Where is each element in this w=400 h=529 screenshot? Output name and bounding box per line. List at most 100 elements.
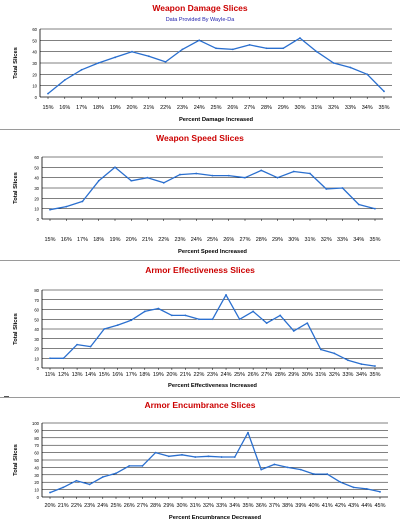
chart-1-x-tick-label: 26% [227, 105, 238, 111]
credit-text: Data Provided By WayIe-Da [166, 17, 236, 23]
chart-4-x-tick-label: 29% [163, 503, 174, 509]
chart-2-x-tick-label: 25% [207, 237, 218, 243]
chart-4-data-point [207, 455, 210, 458]
chart-3-x-tick-label: 33% [342, 372, 353, 378]
chart-1-data-point [164, 60, 167, 63]
chart-4-y-axis-label: Total Slices [13, 444, 19, 476]
chart-4-data-point [273, 463, 276, 466]
chart-1-data-point [231, 48, 234, 51]
chart-2-x-tick-label: 27% [239, 237, 250, 243]
chart-1-x-tick-label: 18% [93, 105, 104, 111]
chart-2-x-tick-label: 15% [44, 237, 55, 243]
chart-2-data-point [179, 173, 181, 176]
chart-1-data-point [63, 79, 66, 81]
chart-2-data-point [276, 176, 279, 179]
chart-2-data-point [227, 174, 230, 177]
chart-1-data-point [282, 47, 285, 50]
chart-4-x-tick-label: 40% [308, 503, 319, 509]
chart-3-y-tick-label: 60 [34, 308, 39, 313]
chart-2-x-tick-label: 22% [158, 237, 169, 243]
chart-4-y-tick-label: 40 [34, 465, 39, 470]
chart-3-x-tick-label: 23% [207, 372, 218, 378]
chart-3-x-tick-label: 35% [369, 372, 380, 378]
chart-4-data-point [62, 486, 65, 489]
chart-4-x-tick-label: 44% [361, 503, 372, 509]
chart-2-data-point [130, 179, 133, 182]
chart-1-data-point [198, 39, 201, 42]
chart-4-y-tick-label: 20 [34, 480, 39, 485]
chart-4-x-tick-label: 27% [137, 503, 148, 509]
chart-2-x-tick-label: 21% [142, 237, 153, 243]
chart-2-x-tick-label: 19% [109, 237, 120, 243]
chart-3-data-point [374, 365, 376, 367]
chart-3-y-tick-label: 30 [34, 337, 39, 342]
chart-2-data-point [211, 174, 214, 177]
chart-3-y-tick-label: 10 [34, 356, 39, 361]
chart-4-x-tick-label: 24% [97, 503, 108, 509]
chart-1-data-point [80, 68, 83, 71]
chart-4-data-point [286, 466, 289, 469]
chart-3-y-tick-label: 50 [34, 317, 39, 322]
chart-2-data-point [114, 166, 116, 169]
section-divider [0, 260, 400, 261]
chart-3-x-tick-label: 27% [261, 372, 272, 378]
chart-3-data-point [347, 359, 349, 362]
chart-3-data-point [360, 363, 363, 365]
chart-1-x-tick-label: 30% [294, 105, 305, 111]
chart-4-data-point [181, 453, 183, 456]
chart-4-x-axis-label: Percent Encumbrance Decreased [169, 515, 262, 521]
chart-4-data-point [194, 456, 197, 458]
chart-1-x-tick-label: 27% [244, 105, 255, 111]
chart-2-x-tick-label: 17% [77, 237, 88, 243]
chart-1-x-tick-label: 33% [345, 105, 356, 111]
chart-3-x-tick-label: 14% [85, 372, 96, 378]
chart-4-series-line [49, 431, 381, 494]
chart-3-y-tick-label: 70 [34, 298, 39, 303]
chart-2-data-point [244, 176, 246, 179]
chart-1-x-tick-label: 21% [143, 105, 154, 111]
chart-2-data-point [260, 169, 263, 172]
chart-3-data-point [319, 348, 322, 351]
chart-4-x-tick-label: 41% [322, 503, 333, 509]
chart-4-data-point [75, 479, 78, 482]
chart-2-data-point [292, 170, 295, 173]
chart-4-data-point [141, 465, 144, 467]
chart-3-x-tick-label: 24% [221, 372, 232, 378]
stray-dash [4, 396, 9, 397]
chart-4-y-tick-label: 80 [34, 436, 39, 441]
chart-1-x-tick-label: 20% [126, 105, 137, 111]
chart-4-x-tick-label: 20% [44, 503, 55, 509]
chart-1-x-tick-label: 32% [328, 105, 339, 111]
chart-4-x-tick-label: 35% [242, 503, 253, 509]
chart-2-y-tick-label: 40 [34, 176, 39, 181]
chart-1-x-tick-label: 23% [177, 105, 188, 111]
chart-3-data-point [279, 314, 282, 317]
chart-3-data-point [116, 324, 119, 326]
chart-4-x-tick-label: 42% [335, 503, 346, 509]
chart-1-y-tick-label: 60 [32, 27, 37, 32]
chart-1-y-tick-label: 10 [32, 84, 37, 89]
chart-2-x-tick-label: 34% [353, 237, 364, 243]
chart-4-y-tick-label: 30 [34, 473, 39, 478]
chart-2-x-tick-label: 33% [337, 237, 348, 243]
chart-4-x-tick-label: 30% [176, 503, 187, 509]
chart-3-data-point [198, 318, 200, 321]
chart-4-data-point [326, 473, 329, 475]
chart-3-x-tick-label: 19% [153, 372, 164, 378]
chart-3-x-tick-label: 32% [329, 372, 340, 378]
chart-2-x-tick-label: 24% [191, 237, 202, 243]
chart-3-title: Armor Effectiveness Slices [145, 265, 255, 275]
chart-1-x-tick-label: 34% [362, 105, 373, 111]
chart-1-data-point [131, 50, 133, 53]
chart-3-data-point [211, 318, 214, 321]
chart-2-data-point [65, 205, 68, 208]
chart-3-data-point [292, 330, 295, 332]
chart-3-data-point [225, 293, 227, 296]
chart-4-y-tick-label: 90 [34, 428, 39, 433]
chart-2-x-tick-label: 16% [61, 237, 72, 243]
chart-2-x-tick-label: 29% [272, 237, 283, 243]
chart-3-data-point [184, 314, 187, 317]
chart-1-y-tick-label: 30 [32, 61, 37, 66]
chart-3-y-tick-label: 20 [34, 347, 39, 352]
chart-4-data-point [128, 465, 131, 467]
